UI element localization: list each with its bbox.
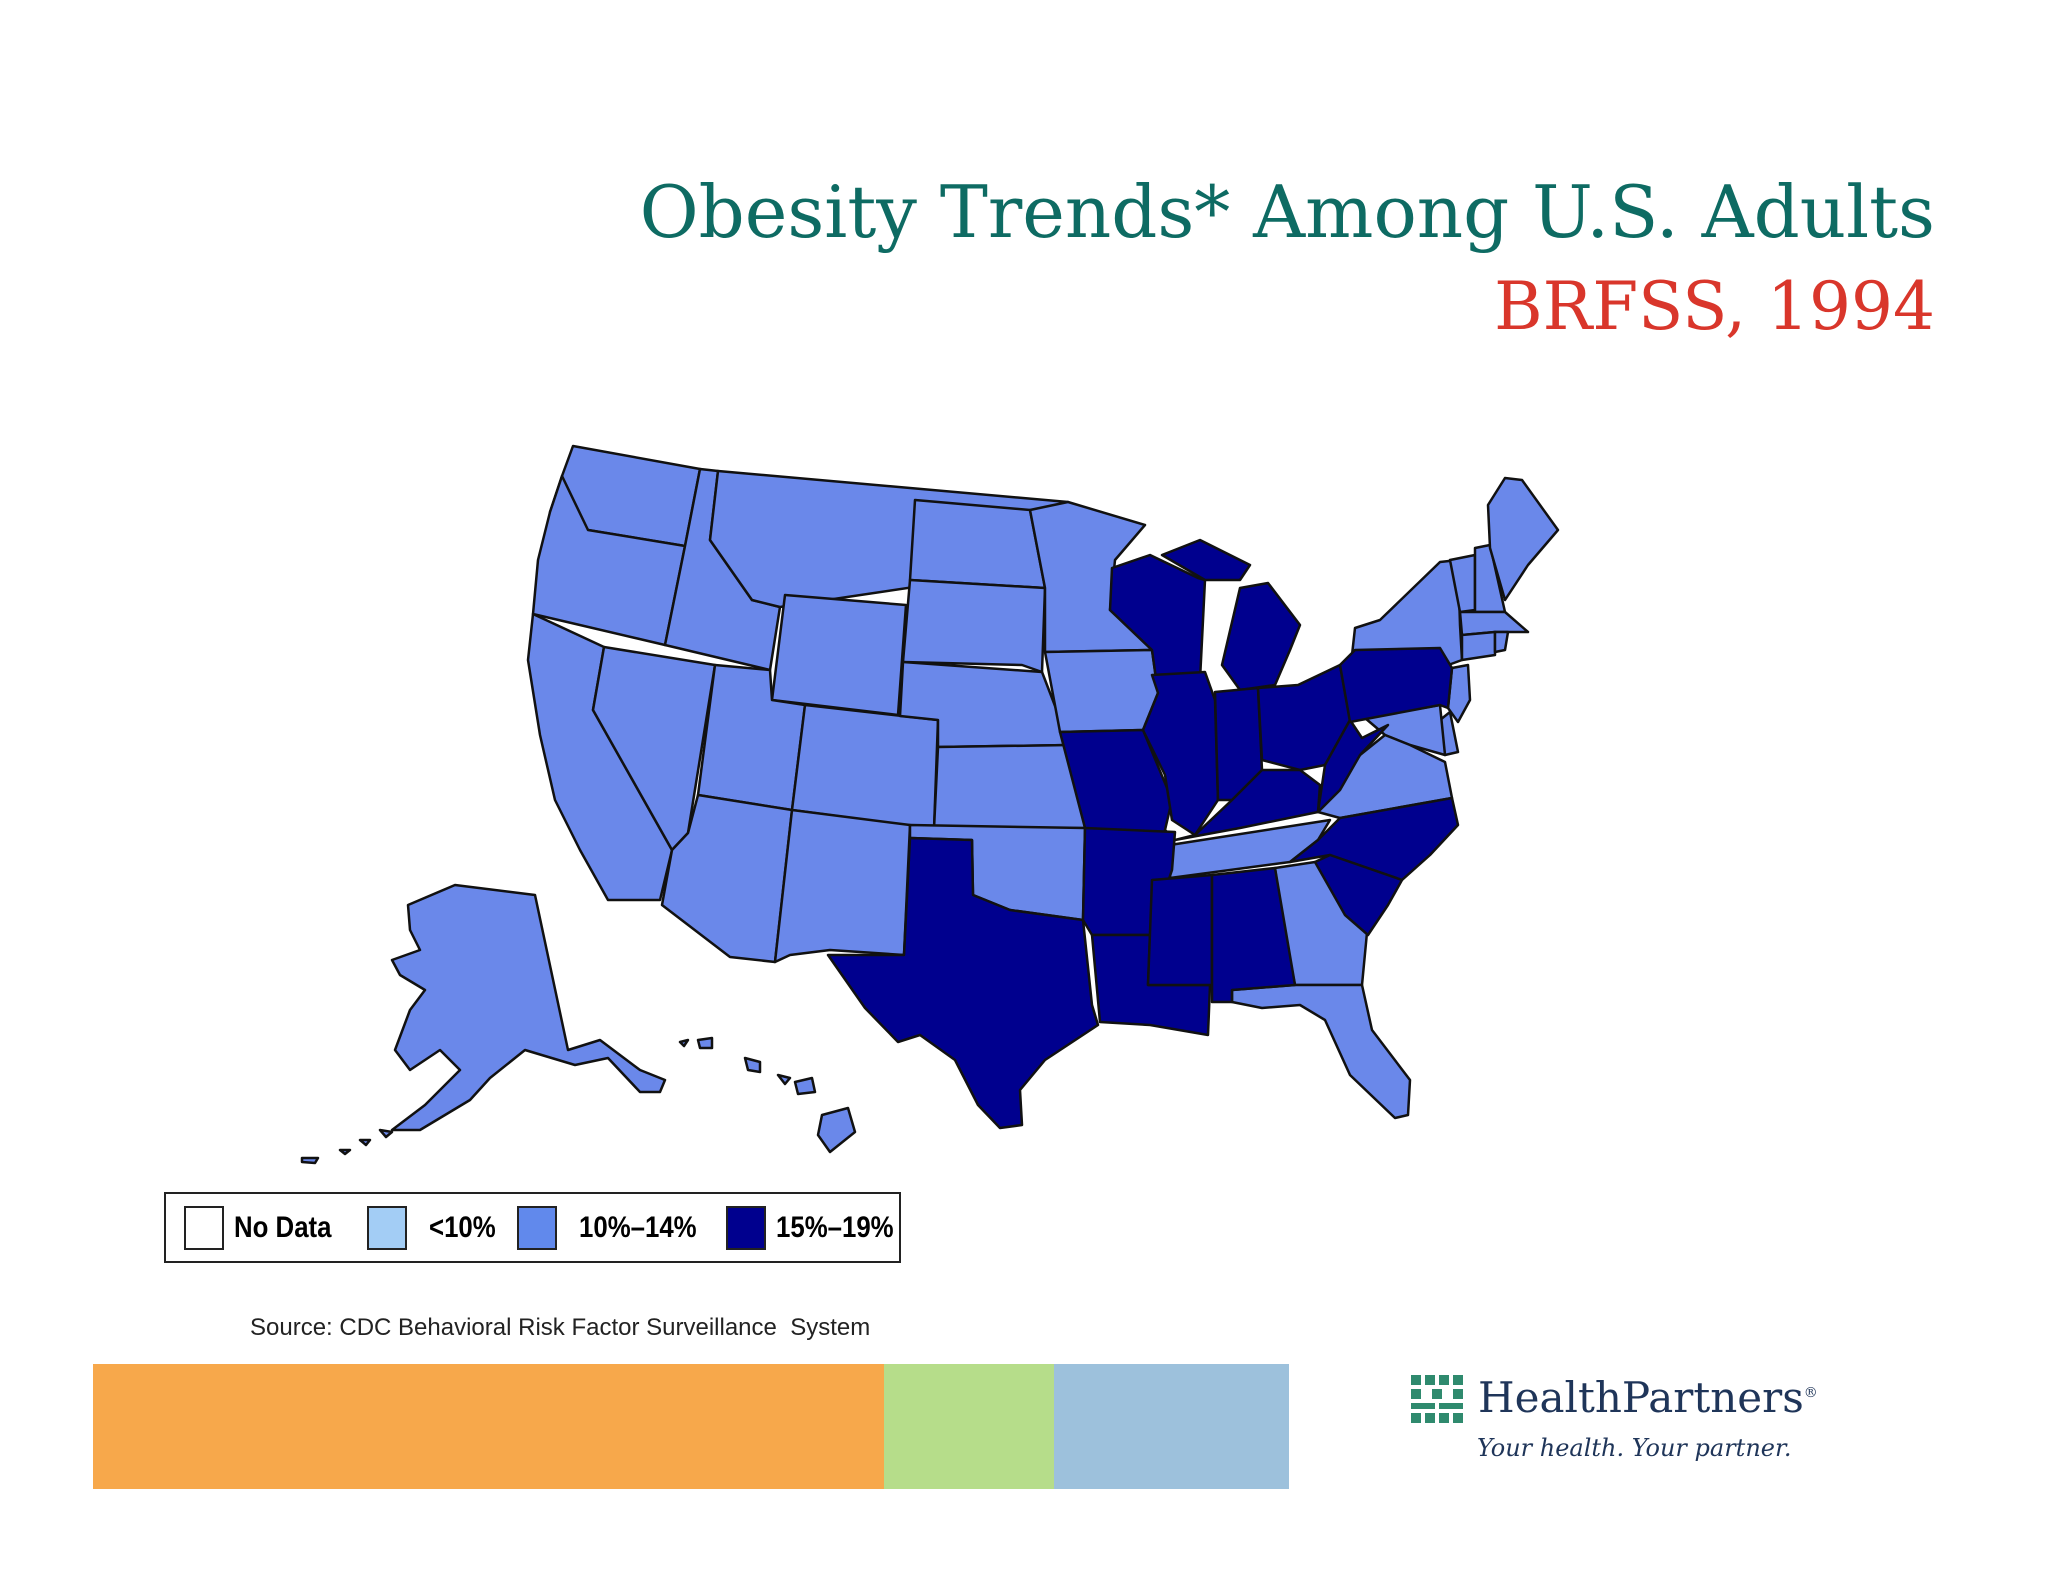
state-WY [770,593,908,717]
footer-bar-green [884,1364,1054,1489]
legend-label-no-data: No Data [234,1210,332,1244]
state-CT [1460,630,1497,662]
state-AK [390,883,667,1132]
state-SC [1313,853,1404,937]
state-CO [790,703,940,831]
legend-swatch-under-10 [367,1205,408,1250]
state-ND [908,498,1047,590]
state-IA [1043,648,1160,734]
state-MS [1146,873,1214,987]
state-TX [826,836,1100,1130]
state-SD [901,578,1047,674]
state-PA [1338,646,1454,724]
page-title: Obesity Trends* Among U.S. Adults [639,170,1935,254]
legend-label-10-14: 10%–14% [578,1210,697,1244]
legend-label-15-19: 15%–19% [775,1210,894,1244]
state-AL [1210,866,1297,1004]
state-WV [1316,718,1390,814]
legend-item-10-14: 10%–14% [516,1205,716,1250]
state-MI [1160,538,1302,692]
state-KS [932,743,1087,831]
healthpartners-logo-mark [1411,1375,1463,1423]
footer-bar-blue [1054,1364,1289,1489]
legend-item-no-data: No Data [184,1205,347,1250]
aleutian-islands [300,1128,394,1165]
legend-swatch-15-19 [725,1205,766,1250]
map-legend: No Data <10% 10%–14% 15%–19% [164,1192,901,1263]
legend-item-15-19: 15%–19% [725,1205,913,1250]
state-IL [1141,670,1220,837]
logo-tagline: Your health. Your partner. [1477,1434,1792,1462]
footer-bar-orange [93,1364,884,1489]
state-FL [1230,983,1412,1120]
page-subtitle: BRFSS, 1994 [1494,268,1935,345]
state-KY [1173,768,1322,842]
state-OR [531,474,687,647]
logo-name: HealthPartners® [1478,1373,1818,1422]
state-RI [1493,630,1510,654]
state-ME [1486,476,1560,602]
legend-item-under-10: <10% [367,1205,507,1250]
state-NM [773,808,912,964]
source-note: Source: CDC Behavioral Risk Factor Surve… [250,1314,871,1341]
healthpartners-logo: HealthPartners® Your health. Your partne… [1411,1370,1831,1480]
legend-swatch-no-data [184,1205,224,1250]
state-MA [1458,610,1530,637]
legend-swatch-10-14 [516,1205,557,1250]
state-HI [678,1036,857,1154]
legend-label-under-10: <10% [429,1210,497,1244]
